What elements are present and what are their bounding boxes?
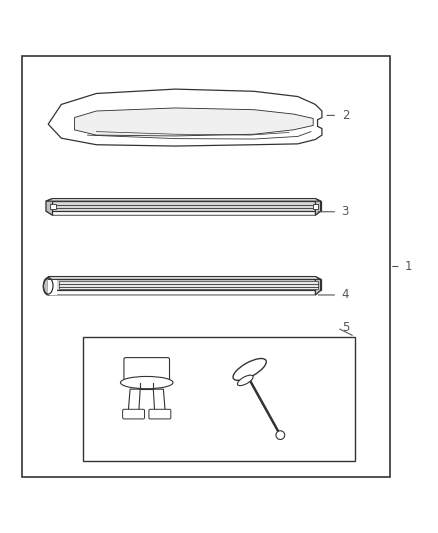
Ellipse shape [120,376,173,389]
Polygon shape [46,199,53,215]
FancyBboxPatch shape [149,409,171,419]
FancyBboxPatch shape [123,409,145,419]
Polygon shape [59,281,318,289]
Text: 1: 1 [405,260,413,273]
Polygon shape [74,108,313,136]
FancyBboxPatch shape [83,336,355,462]
Polygon shape [46,199,321,201]
Polygon shape [128,389,140,411]
Polygon shape [153,389,165,411]
Polygon shape [48,279,321,290]
Polygon shape [315,199,321,215]
Circle shape [276,431,285,440]
FancyBboxPatch shape [50,204,56,209]
Polygon shape [46,201,321,211]
Text: 2: 2 [342,109,349,122]
FancyBboxPatch shape [124,358,170,382]
Polygon shape [46,211,321,215]
Text: 4: 4 [342,288,349,302]
Ellipse shape [43,278,53,295]
Polygon shape [315,277,321,295]
Text: 5: 5 [342,321,349,334]
Ellipse shape [233,359,266,381]
Polygon shape [48,89,322,146]
Text: 3: 3 [342,205,349,218]
FancyBboxPatch shape [313,204,318,209]
Polygon shape [48,277,321,279]
FancyBboxPatch shape [22,56,390,477]
Ellipse shape [237,375,253,385]
Polygon shape [48,290,321,295]
FancyBboxPatch shape [48,277,57,295]
